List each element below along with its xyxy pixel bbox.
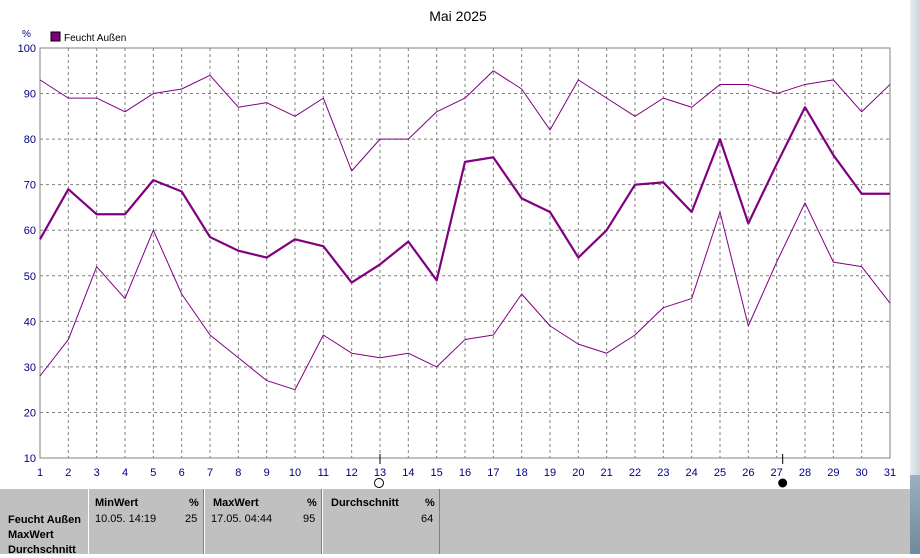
x-tick-label: 7 — [207, 467, 213, 479]
x-tick-label: 22 — [629, 467, 641, 479]
min-header: MinWert — [95, 497, 139, 509]
start-marker-icon — [374, 478, 384, 488]
series-lines — [39, 70, 891, 391]
y-tick-label: 100 — [18, 43, 36, 55]
x-tick-label: 1 — [37, 467, 43, 479]
y-tick-label: 30 — [24, 362, 36, 374]
x-tick-label: 19 — [544, 467, 556, 479]
x-tick-label: 15 — [431, 467, 443, 479]
row-label-durchschnitt: Durchschnitt — [8, 544, 76, 556]
x-tick-label: 30 — [856, 467, 868, 479]
row-label-maxwert: MaxWert — [8, 529, 54, 541]
y-axis-unit: % — [22, 29, 31, 40]
x-tick-label: 12 — [346, 467, 358, 479]
x-axis-ticks: 1 2 3 4 5 6 7 8 9 10 11 12 13 14 15 16 17 18 19 20 21 22 23 24 2… — [37, 467, 896, 479]
x-tick-label: 20 — [572, 467, 584, 479]
x-tick-label: 2 — [65, 467, 71, 479]
y-tick-label: 20 — [24, 407, 36, 419]
min-unit: % — [189, 497, 199, 509]
x-tick-label: 6 — [179, 467, 185, 479]
y-tick-label: 10 — [24, 453, 36, 465]
row-label-feucht: Feucht Außen — [8, 514, 81, 526]
x-tick-label: 18 — [516, 467, 528, 479]
avg-value: 64 — [421, 513, 434, 525]
x-tick-label: 27 — [771, 467, 783, 479]
x-tick-label: 5 — [150, 467, 156, 479]
y-tick-label: 50 — [24, 271, 36, 283]
x-tick-label: 14 — [402, 467, 414, 479]
day-markers[interactable] — [374, 454, 788, 488]
avg-unit: % — [425, 497, 435, 509]
x-tick-label: 13 — [374, 467, 386, 479]
series-line-min — [39, 202, 891, 391]
max-value: 95 — [303, 513, 316, 525]
chart-title: Mai 2025 — [429, 8, 487, 24]
x-tick-label: 26 — [742, 467, 754, 479]
min-timestamp: 10.05. 14:19 — [95, 513, 157, 525]
x-tick-label: 10 — [289, 467, 301, 479]
x-tick-label: 3 — [94, 467, 100, 479]
window-edge — [910, 0, 920, 554]
x-tick-label: 28 — [799, 467, 811, 479]
y-tick-label: 40 — [24, 316, 36, 328]
x-tick-label: 9 — [264, 467, 270, 479]
legend-swatch — [50, 31, 61, 42]
y-axis-ticks: 10 20 30 40 50 60 70 80 90 100 — [18, 43, 36, 465]
avg-header: Durchschnitt — [331, 497, 399, 509]
x-tick-label: 8 — [235, 467, 241, 479]
y-tick-label: 90 — [24, 89, 36, 101]
max-panel: MaxWert % 17.05. 04:44 95 — [204, 489, 322, 554]
x-tick-label: 11 — [318, 467, 329, 479]
x-tick-label: 31 — [884, 467, 896, 479]
y-tick-label: 70 — [24, 180, 36, 192]
x-tick-label: 21 — [601, 467, 613, 479]
avg-panel: Durchschnitt % 64 — [322, 489, 440, 554]
x-tick-label: 29 — [827, 467, 839, 479]
series-line-max — [39, 70, 891, 172]
humidity-chart: Mai 2025 % Feucht Außen 10 20 30 40 50 60 70 80… — [18, 8, 896, 488]
x-tick-label: 23 — [657, 467, 669, 479]
x-tick-label: 17 — [487, 467, 499, 479]
stats-table: Feucht Außen MaxWert Durchschnitt MinWer… — [0, 489, 910, 556]
x-tick-label: 24 — [686, 467, 698, 479]
max-timestamp: 17.05. 04:44 — [211, 513, 273, 525]
end-marker-icon — [778, 478, 788, 488]
y-tick-label: 60 — [24, 225, 36, 237]
max-header: MaxWert — [213, 497, 259, 509]
series-line-avg — [39, 106, 890, 284]
y-tick-label: 80 — [24, 134, 36, 146]
stats-row-labels: Feucht Außen MaxWert Durchschnitt — [8, 513, 81, 558]
max-unit: % — [307, 497, 317, 509]
legend-label: Feucht Außen — [64, 33, 126, 44]
x-tick-label: 4 — [122, 467, 128, 479]
x-tick-label: 25 — [714, 467, 726, 479]
min-panel: MinWert % 10.05. 14:19 25 — [88, 489, 204, 554]
x-tick-label: 16 — [459, 467, 471, 479]
min-value: 25 — [185, 513, 198, 525]
